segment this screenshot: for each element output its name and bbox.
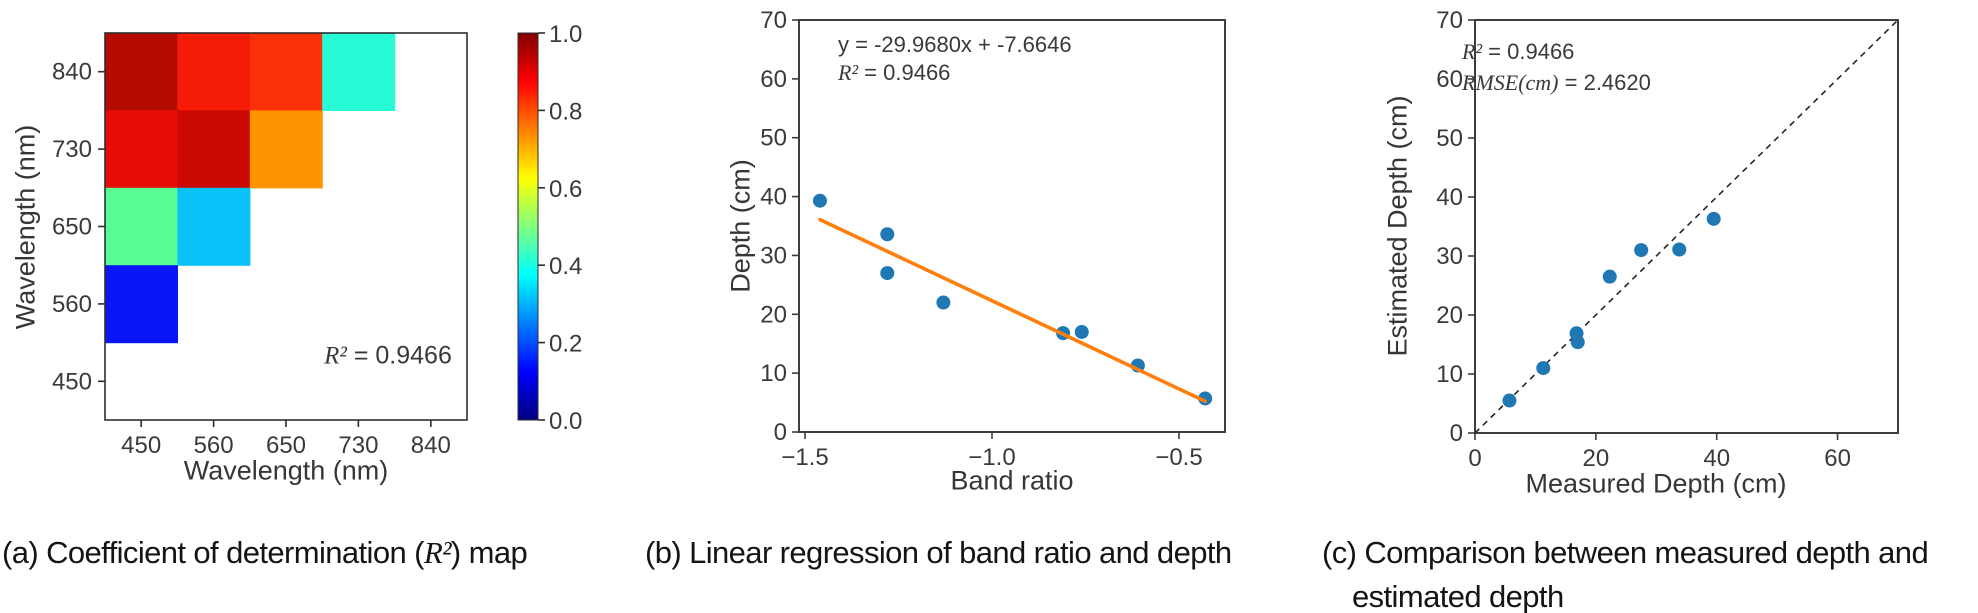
x-tick-label: 730: [338, 432, 378, 459]
x-tick-label: 650: [266, 432, 306, 459]
x-tick-label: 0: [1468, 445, 1481, 472]
fit-line: [818, 217, 1207, 404]
heatmap-cell: [105, 110, 178, 189]
y-tick-label: 30: [1436, 243, 1463, 270]
caption-b: (b) Linear regression of band ratio and …: [645, 535, 1232, 570]
panel-b-annotation: y = -29.9680x + -7.6646 R² = 0.9466: [838, 31, 1072, 87]
y-tick-label: 20: [1436, 302, 1463, 329]
x-tick-label: 60: [1824, 445, 1851, 472]
colorbar-tick-label: 0.0: [549, 408, 582, 435]
panel-c-r2: R² = 0.9466: [1462, 36, 1651, 67]
y-tick-label: 40: [760, 184, 787, 211]
heatmap-cell: [105, 265, 178, 344]
heatmap-cell: [177, 187, 251, 266]
caption-a-text: (a) Coefficient of determination (: [2, 535, 424, 570]
y-tick-label: 450: [52, 368, 92, 395]
plot-border: [1474, 19, 1899, 434]
y-tick-label: 40: [1436, 184, 1463, 211]
scatter-point: [1536, 361, 1551, 376]
scatter-point: [1198, 391, 1213, 406]
y-tick-label: 730: [52, 136, 92, 163]
colorbar-tick-label: 0.8: [549, 98, 582, 125]
y-tick-label: 10: [1436, 361, 1463, 388]
r2-value: = 0.9466: [1482, 39, 1575, 64]
y-tick-label: 0: [1450, 420, 1463, 447]
heatmap-cell: [322, 33, 396, 111]
y-tick-label: 50: [1436, 125, 1463, 152]
x-tick-label: 560: [194, 432, 234, 459]
r2-symbol: R²: [324, 342, 347, 370]
r2-symbol: R²: [1462, 39, 1483, 64]
colorbar-tick-label: 0.2: [549, 331, 582, 358]
heatmap-cell: [105, 33, 178, 111]
scatter-point: [812, 193, 827, 208]
panel-a-x-axis-label: Wavelength (nm): [183, 455, 389, 486]
x-tick-label: 40: [1703, 445, 1730, 472]
y-tick-label: 840: [52, 59, 92, 86]
panel-b-r2: R² = 0.9466: [838, 59, 1072, 87]
panel-c-rmse: RMSE(cm) = 2.4620: [1462, 67, 1651, 98]
y-tick-label: 70: [760, 7, 787, 34]
y-tick-label: 560: [52, 291, 92, 318]
heatmap-cell: [177, 33, 251, 111]
heatmap-cell: [249, 110, 323, 189]
x-tick-label: −1.0: [968, 444, 1015, 471]
scatter-point: [936, 295, 951, 310]
panel-a-heatmap: 840 730 650 560 450 450 560 650 730 840 1.0 0.8 0.6 0…: [52, 21, 582, 459]
panel-b-x-axis-label: Band ratio: [950, 465, 1074, 496]
scatter-point: [1602, 269, 1617, 284]
heatmap-cell: [177, 110, 251, 189]
y-tick-label: 60: [760, 66, 787, 93]
colorbar: [517, 32, 539, 421]
colorbar-tick-label: 0.6: [549, 176, 582, 203]
y-tick-label: 650: [52, 214, 92, 241]
caption-c-line1: (c) Comparison between measured depth an…: [1322, 535, 1929, 570]
rmse-value: = 2.4620: [1558, 70, 1651, 95]
rmse-symbol: RMSE(cm): [1462, 70, 1559, 95]
r2-value: = 0.9466: [858, 60, 951, 85]
y-tick-label: 30: [760, 242, 787, 269]
regression-equation: y = -29.9680x + -7.6646: [838, 32, 1072, 57]
scatter-point: [1706, 211, 1721, 226]
x-tick-label: 450: [121, 432, 161, 459]
r2-symbol: R²: [838, 60, 859, 85]
scatter-point: [880, 266, 895, 281]
panel-c-annotation: R² = 0.9466 RMSE(cm) = 2.4620: [1462, 36, 1651, 98]
panel-b-y-axis-label: Depth (cm): [725, 159, 756, 293]
x-tick-label: 840: [411, 432, 451, 459]
x-tick-label: 20: [1583, 445, 1610, 472]
scatter-point: [1634, 243, 1649, 258]
y-tick-label: 20: [760, 301, 787, 328]
panel-c-scatter: 0 10 20 30 40 50 60 70 0 20 40 60: [1436, 7, 1899, 472]
y-tick-label: 0: [774, 419, 787, 446]
x-tick-label: −0.5: [1155, 444, 1202, 471]
y-tick-label: 50: [760, 125, 787, 152]
scatter-point: [1074, 324, 1089, 339]
panel-c-x-axis-label: Measured Depth (cm): [1525, 468, 1787, 499]
y-tick-label: 60: [1436, 66, 1463, 93]
plot-border: [798, 19, 1226, 433]
panel-c-y-axis-label: Estimated Depth (cm): [1382, 95, 1413, 357]
scatter-point: [1672, 242, 1687, 257]
heatmap-cell: [105, 187, 178, 266]
caption-c-line2: estimated depth: [1352, 579, 1564, 613]
colorbar-tick-label: 1.0: [549, 21, 582, 48]
colorbar-tick-label: 0.4: [549, 253, 582, 280]
r2-value: = 0.9466: [346, 341, 452, 370]
x-tick-label: −1.5: [781, 444, 828, 471]
caption-a-math: R²: [423, 535, 452, 570]
caption-c: (c) Comparison between measured depth an…: [1322, 531, 1929, 613]
panel-a-r2-annotation: R² = 0.9466: [324, 342, 452, 371]
y-tick-label: 70: [1436, 7, 1463, 34]
panel-a-y-axis-label: Wavelength (nm): [10, 124, 41, 330]
caption-a-suffix: ) map: [450, 535, 528, 570]
panel-b-scatter: 0 10 20 30 40 50 60 70 −1.5 −1.0 −0.5: [760, 7, 1226, 471]
scatter-point: [1502, 393, 1517, 408]
heatmap-cell: [249, 33, 323, 111]
scatter-point: [880, 227, 895, 242]
caption-a: (a) Coefficient of determination (R²) ma…: [2, 535, 528, 571]
y-tick-label: 10: [760, 360, 787, 387]
scatter-point: [1570, 335, 1585, 350]
